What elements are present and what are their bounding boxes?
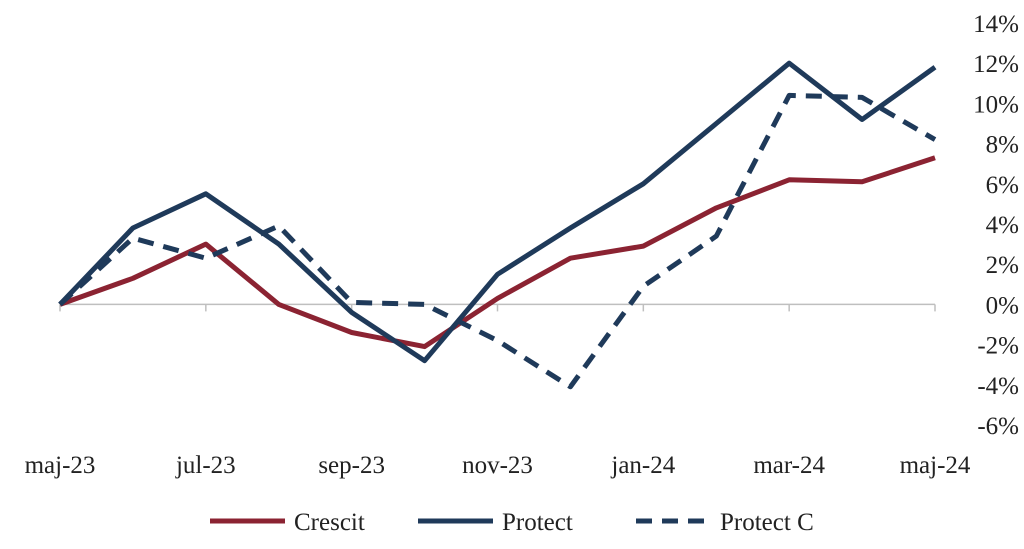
x-tick-labels: maj-23 jul-23 sep-23 nov-23 jan-24 mar-24 maj-…: [25, 452, 971, 479]
y-tick-label: -2%: [977, 333, 1019, 360]
y-tick-label: -6%: [977, 413, 1019, 440]
x-tick-label: maj-23: [25, 452, 96, 479]
y-tick-label: 0%: [986, 292, 1019, 319]
x-tick-label: jan-24: [610, 452, 675, 479]
y-tick-label: 6%: [986, 172, 1019, 199]
y-tick-label: 12%: [973, 51, 1019, 78]
y-tick-label: 10%: [973, 91, 1019, 118]
series-line-crescit: [59, 155, 936, 350]
y-tick-label: 14%: [973, 11, 1019, 38]
legend-label: Crescit: [294, 509, 365, 536]
x-tick-label: sep-23: [318, 452, 385, 479]
y-tick-label: -4%: [977, 373, 1019, 400]
y-tick-label: 2%: [986, 252, 1019, 279]
y-tick-label: 4%: [986, 212, 1019, 239]
series-line-protect-c: [58, 92, 937, 390]
legend-label: Protect C: [720, 509, 814, 536]
y-tick-labels: 14% 12% 10% 8% 6% 4% 2% 0% -2% -4% -6%: [973, 11, 1019, 440]
x-tick-label: jul-23: [175, 452, 236, 479]
legend-label: Protect: [502, 509, 573, 536]
series-group: [58, 60, 937, 390]
x-tick-label: maj-24: [900, 452, 971, 479]
x-tick-label: nov-23: [462, 452, 533, 479]
x-tick-label: mar-24: [753, 452, 825, 479]
axes: [59, 303, 936, 312]
series-line-protect: [58, 60, 937, 364]
legend: Crescit Protect Protect C: [210, 509, 814, 536]
y-tick-label: 8%: [986, 132, 1019, 159]
